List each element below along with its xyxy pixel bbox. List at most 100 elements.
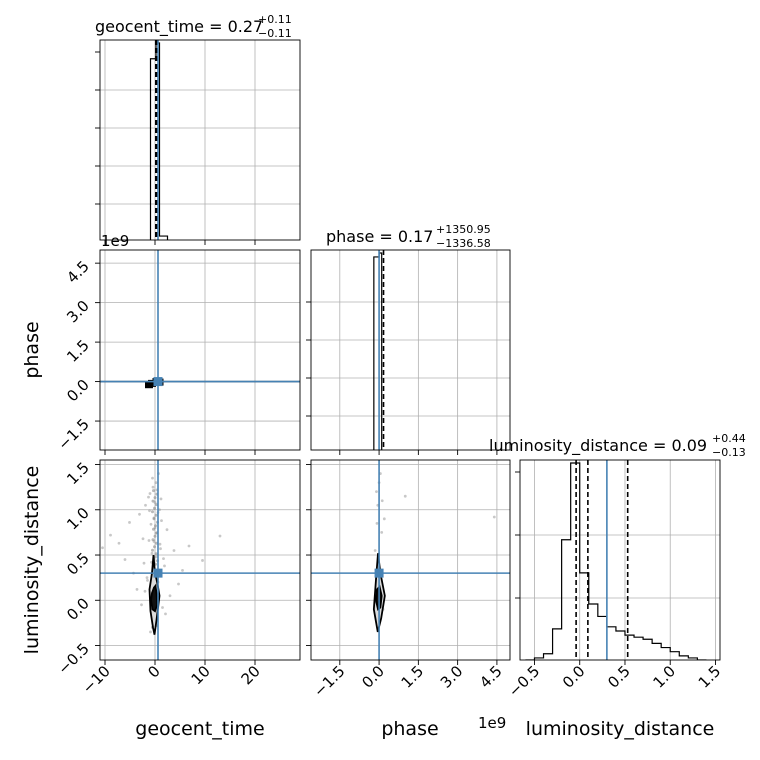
ylabel-luminosity-distance: luminosity_distance [21, 466, 43, 655]
scatter-point [138, 512, 141, 516]
x-tick-label: 10 [188, 662, 214, 688]
title-luminosity-distance: luminosity_distance = 0.09 +0.44 −0.13 [489, 432, 746, 459]
scatter-point [158, 542, 162, 546]
scatter-point [146, 578, 149, 582]
scatter-point [168, 594, 172, 598]
scatter-point [201, 559, 204, 562]
phase-offset-label-y: 1e9 [101, 232, 129, 250]
scatter-point [160, 519, 163, 523]
y-tick-label: 0.5 [63, 549, 93, 579]
scatter-point [154, 513, 158, 517]
scatter-point [375, 490, 378, 494]
scatter-point [147, 495, 150, 499]
scatter-point [117, 541, 121, 545]
scatter-point [164, 612, 167, 616]
y-tick-label: 0.0 [63, 376, 93, 406]
x-tick-label: 0.0 [559, 662, 589, 692]
scatter-point [187, 544, 191, 548]
x-tick-label: 4.5 [476, 662, 506, 692]
histogram-step [149, 42, 169, 240]
scatter-point [162, 557, 165, 561]
scatter-point [153, 496, 157, 500]
title-luminosity-distance-plus: +0.44 [712, 432, 746, 445]
gridlines [311, 250, 510, 450]
scatter-point [153, 506, 156, 510]
x-tick-label: 0.5 [604, 662, 634, 692]
gridlines [520, 460, 720, 660]
y-tick-label: 1.5 [63, 336, 93, 366]
scatter-point [141, 537, 145, 541]
y-tick-label: 0.0 [63, 594, 93, 624]
truth-marker [153, 568, 163, 578]
scatter-point [148, 509, 151, 513]
axes-frame [310, 249, 511, 451]
xlabel-luminosity-distance: luminosity_distance [526, 718, 715, 740]
scatter-point [151, 485, 155, 489]
scatter-point [159, 497, 163, 501]
scatter-point [382, 517, 386, 521]
scatter-geocent-phase-panel: −1.5 0.0 1.5 3.0 4.5 [54, 249, 301, 455]
scatter-point [148, 492, 152, 495]
scatter-point [403, 494, 407, 498]
y-tick-label: 1.0 [63, 504, 93, 534]
scatter-point [380, 499, 384, 503]
scatter-point [151, 476, 154, 480]
scatter-point [142, 561, 146, 565]
scatter-point [492, 515, 496, 519]
scatter-point [151, 510, 154, 514]
x-tick-label: 20 [238, 662, 264, 688]
scatter-point [181, 569, 184, 572]
x-tick-label: 1.5 [398, 662, 428, 692]
scatter-point [147, 539, 151, 542]
axes-frame [519, 459, 721, 661]
scatter-point [144, 503, 147, 507]
title-phase: phase = 0.17 +1350.95 −1336.58 [326, 223, 491, 250]
scatter-point [218, 534, 222, 538]
title-geocent-time-minus: −0.11 [258, 27, 292, 40]
gridlines [100, 40, 300, 240]
scatter-point [143, 589, 147, 593]
hist-phase-panel [306, 249, 511, 455]
title-geocent-time-plus: +0.11 [258, 13, 292, 26]
xlabel-geocent-time: geocent_time [135, 718, 264, 740]
scatter-point [154, 481, 158, 485]
truth-marker [374, 568, 384, 578]
hist-geocent-time-panel [95, 39, 301, 245]
axes-frame [99, 249, 301, 451]
scatter-point [152, 517, 156, 521]
truth-marker [153, 377, 163, 387]
axes-frame [99, 459, 301, 661]
xlabel-phase: phase [381, 718, 438, 740]
title-phase-minus: −1336.58 [436, 237, 491, 250]
y-tick-label: −1.5 [54, 415, 92, 453]
title-luminosity-distance-minus: −0.13 [712, 446, 746, 459]
phase-offset-label-x: 1e9 [478, 714, 506, 732]
scatter-point [165, 528, 169, 532]
title-phase-text: phase = 0.17 [326, 227, 433, 246]
x-tick-label: 1.5 [695, 662, 725, 692]
scatter-point [145, 576, 149, 580]
scatter-point [150, 551, 154, 555]
title-geocent-time: geocent_time = 0.27 +0.11 −0.11 [95, 13, 292, 40]
scatter-point [375, 521, 379, 525]
x-tick-label: −10 [79, 662, 114, 697]
x-tick-label: 1.0 [649, 662, 679, 692]
x-tick-label: −1.5 [310, 662, 348, 700]
x-tick-label: 0 [144, 662, 163, 681]
scatter-point [154, 552, 158, 556]
scatter-point [151, 548, 154, 552]
scatter-point [149, 522, 153, 526]
x-tick-label: −0.5 [505, 662, 543, 700]
y-tick-label: 1.5 [63, 459, 93, 489]
x-tick-label: 3.0 [437, 662, 467, 692]
gridlines [100, 460, 300, 660]
scatter-point [161, 606, 164, 609]
scatter-point [159, 547, 162, 551]
scatter-point [128, 521, 131, 524]
scatter-point [149, 630, 152, 634]
axes-frame [310, 459, 511, 661]
contour-inner [150, 583, 159, 613]
density-block [148, 379, 156, 387]
scatter-point [163, 564, 166, 568]
